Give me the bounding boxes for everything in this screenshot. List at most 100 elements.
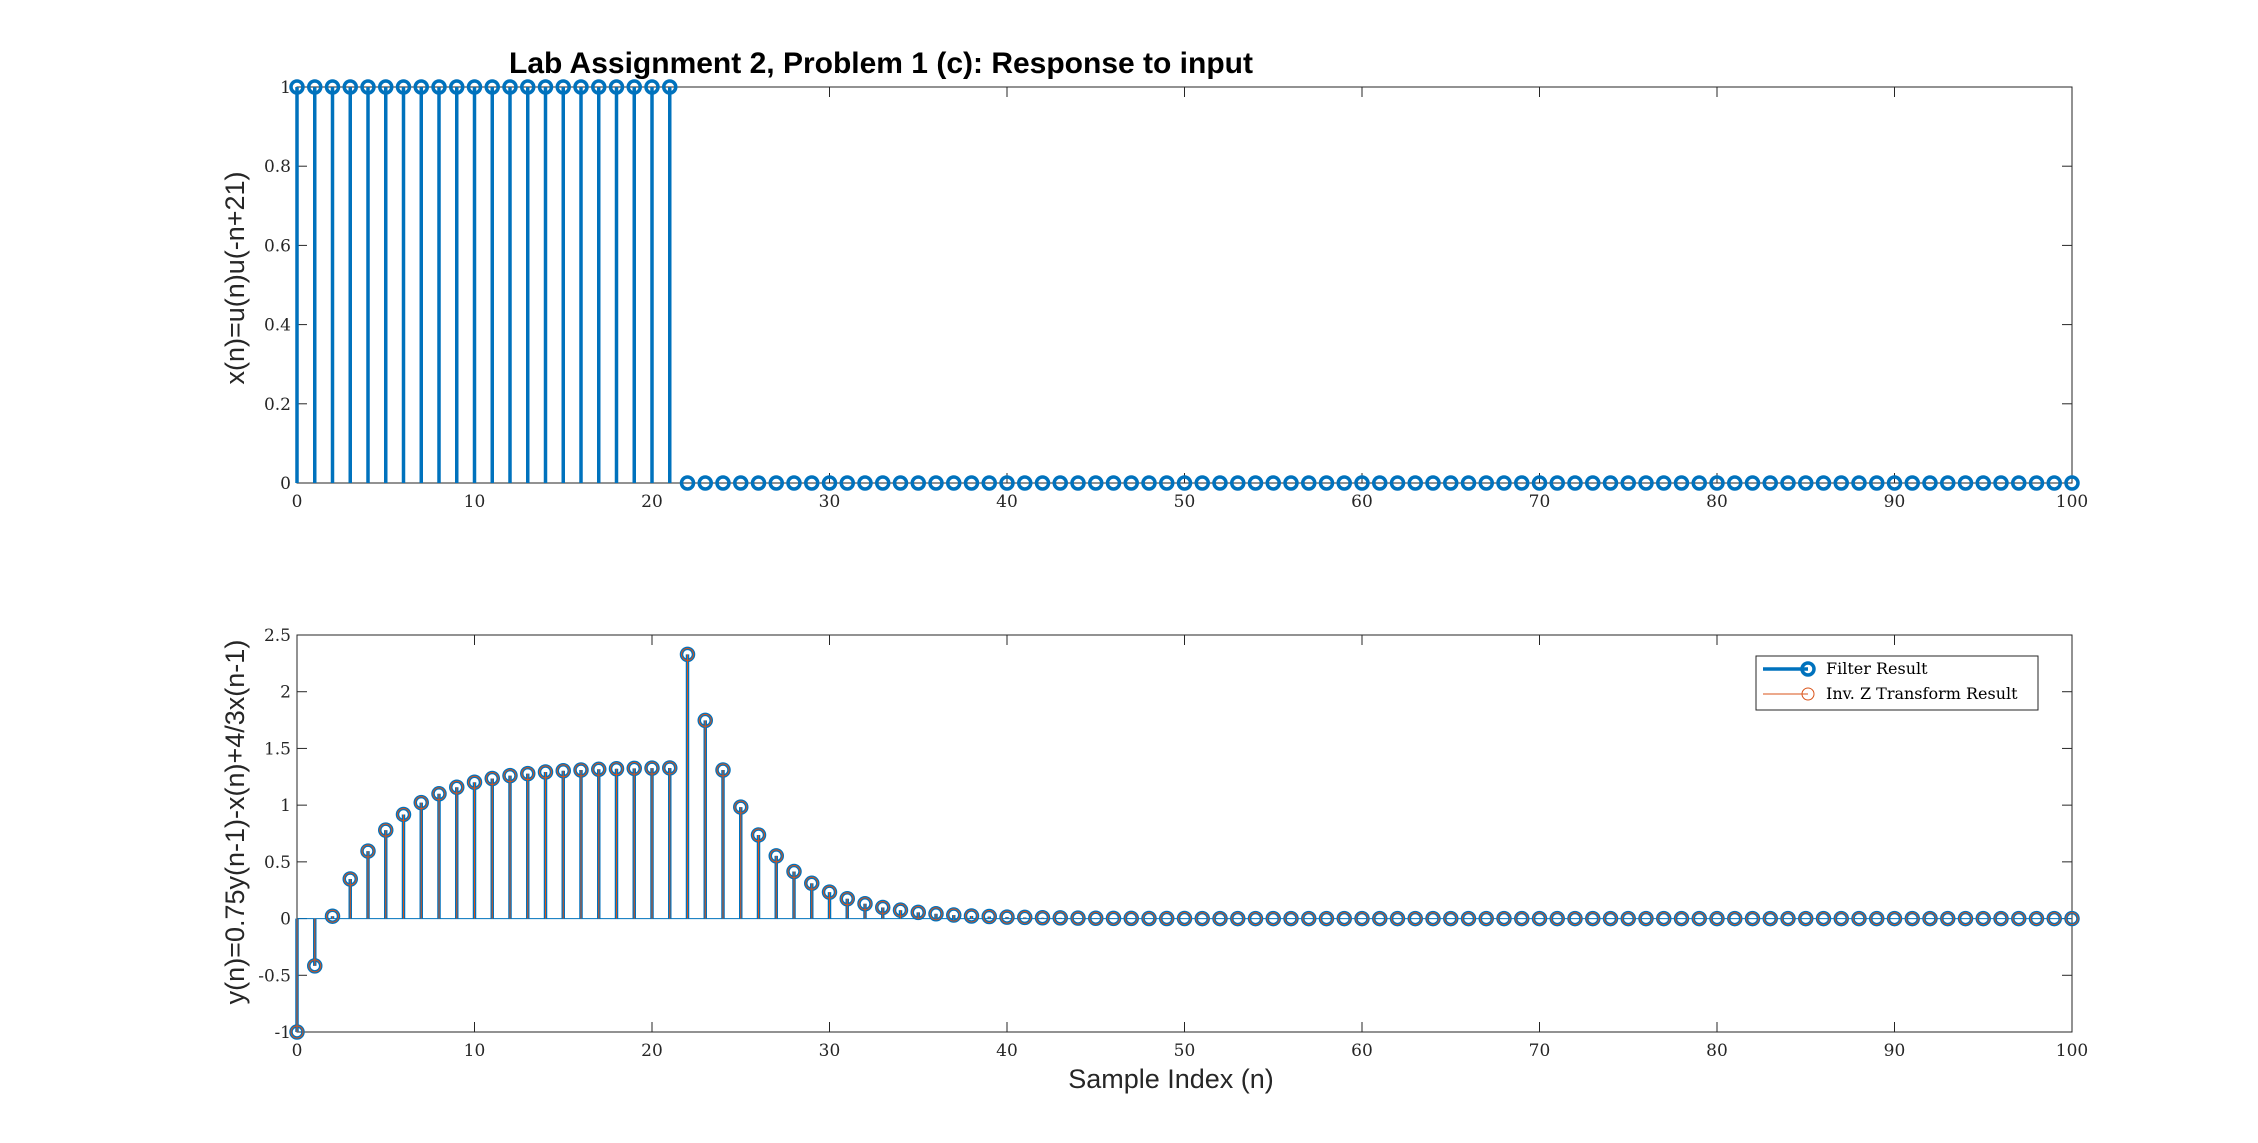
- top-axes-box: [296, 86, 2073, 484]
- bottom-stem-marker: [734, 800, 748, 814]
- top-stem-marker: [1052, 475, 1068, 491]
- bottom-stem-marker: [1781, 912, 1795, 926]
- bottom-stem-marker: [468, 775, 481, 789]
- bottom-stem-marker: [1550, 912, 1564, 926]
- top-x-tick-label: 50: [1174, 492, 1196, 512]
- top-stem-marker: [626, 79, 642, 95]
- top-stem-marker: [1212, 475, 1228, 491]
- bottom-stem-marker: [929, 907, 943, 921]
- bottom-stem-marker: [1639, 912, 1653, 926]
- top-stem-marker: [378, 79, 394, 95]
- top-stem-marker: [1088, 475, 1104, 491]
- bottom-stem-marker: [1746, 912, 1759, 926]
- bottom-stem-marker: [1426, 912, 1440, 926]
- top-stem-marker: [963, 475, 980, 491]
- bottom-stem-marker: [1071, 911, 1085, 925]
- bottom-stem-marker: [1462, 912, 1475, 926]
- top-stem-marker: [1567, 475, 1583, 491]
- bottom-stem-marker: [1000, 910, 1014, 924]
- bottom-stem-marker: [574, 763, 588, 777]
- top-stem-marker: [910, 475, 926, 491]
- bottom-x-tick-label: 20: [641, 1041, 663, 1061]
- top-stem-marker: [1957, 475, 1974, 491]
- bottom-stem-marker: [2047, 912, 2061, 926]
- top-stem-marker: [1815, 475, 1832, 491]
- legend-invz-swatch-marker: [1801, 687, 1815, 701]
- legend-invz-label: Inv. Z Transform Result: [1826, 684, 2018, 703]
- bottom-y-tick-label: 2.5: [264, 626, 291, 646]
- top-x-tick-label: 80: [1706, 492, 1728, 512]
- top-stem-marker: [1851, 475, 1867, 491]
- bottom-y-tick-label: 0.5: [264, 853, 291, 873]
- bottom-x-tick-label: 90: [1884, 1041, 1906, 1061]
- top-stem-marker: [1265, 475, 1281, 491]
- bottom-stem-marker: [414, 796, 428, 810]
- bottom-x-tick-label: 60: [1351, 1041, 1373, 1061]
- bottom-stem-marker: [521, 767, 535, 781]
- bottom-stem-marker: [876, 900, 890, 914]
- bottom-stem-marker: [343, 872, 357, 886]
- top-stem-marker: [395, 79, 412, 95]
- top-x-tick-label: 30: [819, 492, 841, 512]
- top-stem-marker: [2046, 475, 2062, 491]
- bottom-stem-marker: [752, 828, 765, 842]
- bottom-stem-marker: [823, 885, 836, 899]
- bottom-y-tick-label: 0: [280, 910, 291, 930]
- top-stem-marker: [1372, 475, 1388, 491]
- top-x-tick-label: 70: [1529, 492, 1551, 512]
- bottom-stem-marker: [503, 769, 517, 783]
- bottom-stem-marker: [681, 647, 694, 661]
- bottom-x-tick-label: 100: [2056, 1041, 2088, 1061]
- top-stem-marker: [1531, 475, 1548, 491]
- top-stem-marker: [1656, 475, 1672, 491]
- bottom-stem-marker: [1142, 911, 1156, 925]
- top-stem-marker: [715, 475, 731, 491]
- bottom-stem-marker: [326, 909, 339, 923]
- bottom-stem-marker: [2065, 912, 2079, 926]
- bottom-stem-marker: [1337, 912, 1351, 926]
- top-stem-marker: [697, 475, 713, 491]
- bottom-stem-marker: [1391, 912, 1404, 926]
- top-stem-marker: [1620, 475, 1636, 491]
- bottom-stem-marker: [1408, 912, 1422, 926]
- top-stem-marker: [2064, 475, 2080, 491]
- top-stem-marker: [1194, 475, 1210, 491]
- bottom-y-tick-label: 2: [280, 683, 291, 703]
- bottom-x-axis-label: Sample Index (n): [1068, 1064, 1274, 1094]
- top-stem-marker: [999, 475, 1015, 491]
- bottom-stem-marker: [947, 908, 961, 922]
- top-stem-marker: [1993, 475, 2009, 491]
- bottom-stem-marker: [290, 1025, 304, 1039]
- top-stem-marker: [2011, 475, 2027, 491]
- top-x-tick-label: 10: [464, 492, 486, 512]
- top-stem-marker: [750, 475, 767, 491]
- bottom-stem-marker: [1195, 912, 1209, 926]
- bottom-y-tick-label: -1: [274, 1023, 291, 1043]
- bottom-stem-marker: [1053, 911, 1067, 925]
- top-stem-marker: [1283, 475, 1299, 491]
- bottom-stem-marker: [716, 763, 730, 777]
- legend: Filter Result Inv. Z Transform Result: [1755, 655, 2039, 711]
- bottom-stem-marker: [698, 713, 712, 727]
- bottom-stem-marker: [1266, 912, 1280, 926]
- top-stem-marker: [413, 79, 429, 95]
- bottom-stem-marker: [1284, 912, 1298, 926]
- bottom-stem-marker: [1355, 912, 1369, 926]
- bottom-stem-marker: [1923, 912, 1937, 926]
- bottom-stem-marker: [1834, 912, 1848, 926]
- bottom-stem-marker: [1870, 912, 1884, 926]
- top-stem-marker: [1123, 475, 1139, 491]
- top-stem-marker: [875, 475, 891, 491]
- bottom-stem-marker: [1036, 911, 1049, 925]
- bottom-stem-marker: [432, 787, 446, 801]
- bottom-stem-marker: [1533, 912, 1546, 926]
- top-stem-marker: [360, 79, 376, 95]
- legend-filter-label: Filter Result: [1826, 659, 1928, 678]
- top-stem-marker: [555, 79, 571, 95]
- bottom-stem-marker: [450, 780, 464, 794]
- top-stem-marker: [1869, 475, 1885, 491]
- bottom-stem-marker: [1479, 912, 1493, 926]
- top-stem-marker: [1940, 475, 1956, 491]
- top-stem-marker: [1727, 475, 1743, 491]
- top-stem-marker: [786, 475, 802, 491]
